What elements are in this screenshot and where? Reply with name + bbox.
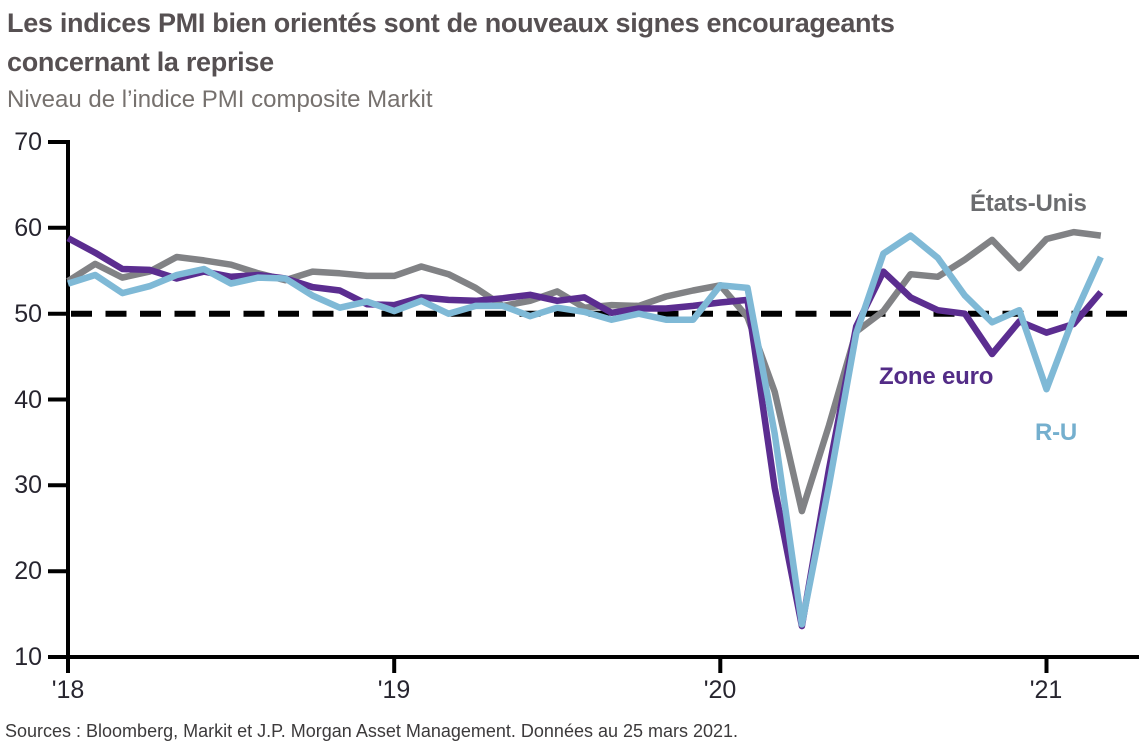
series-line-2 bbox=[67, 232, 1104, 628]
x-tick-label: '18 bbox=[51, 676, 85, 704]
x-tick-label: '19 bbox=[377, 676, 411, 704]
chart-subtitle: Niveau de l’indice PMI composite Markit bbox=[7, 86, 433, 113]
series-line-0 bbox=[66, 228, 1102, 515]
source-note: Sources : Bloomberg, Markit et J.P. Morg… bbox=[5, 721, 739, 741]
y-tick-label: 50 bbox=[14, 300, 42, 328]
y-tick-label: 60 bbox=[14, 214, 42, 242]
y-tick-label: 40 bbox=[14, 386, 42, 414]
x-tick-label: '21 bbox=[1029, 676, 1063, 704]
series-label-r-u: R-U bbox=[1035, 419, 1078, 446]
x-tick-label: '20 bbox=[703, 676, 737, 704]
y-tick-label: 70 bbox=[14, 128, 42, 156]
y-tick-label: 30 bbox=[14, 471, 42, 499]
chart-title-line2: concernant la reprise bbox=[7, 47, 274, 77]
series-line-1 bbox=[66, 235, 1104, 630]
y-tick-label: 20 bbox=[14, 557, 42, 585]
chart-title-line1: Les indices PMI bien orientés sont de no… bbox=[7, 8, 895, 38]
series-label-zone-euro: Zone euro bbox=[879, 363, 994, 390]
series-label-etats-unis: États-Unis bbox=[970, 190, 1087, 217]
y-tick-label: 10 bbox=[14, 643, 42, 671]
